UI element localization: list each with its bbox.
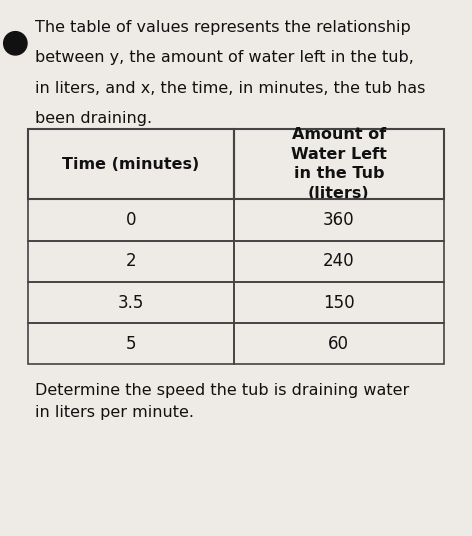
Text: 240: 240	[323, 252, 354, 270]
Text: been draining.: been draining.	[35, 111, 152, 126]
Text: Amount of
Water Left
in the Tub
(liters): Amount of Water Left in the Tub (liters)	[291, 127, 387, 201]
Text: in liters, and x, the time, in minutes, the tub has: in liters, and x, the time, in minutes, …	[35, 81, 426, 96]
Circle shape	[4, 32, 27, 55]
Text: Determine the speed the tub is draining water
in liters per minute.: Determine the speed the tub is draining …	[35, 383, 410, 420]
Text: 0: 0	[126, 211, 136, 229]
Text: Time (minutes): Time (minutes)	[62, 157, 200, 172]
Text: 3.5: 3.5	[118, 294, 144, 311]
Text: 60: 60	[329, 335, 349, 353]
Text: The table of values represents the relationship: The table of values represents the relat…	[35, 20, 411, 35]
Text: 2: 2	[126, 252, 136, 270]
Text: between y, the amount of water left in the tub,: between y, the amount of water left in t…	[35, 50, 414, 65]
Text: 360: 360	[323, 211, 354, 229]
Text: 5: 5	[126, 335, 136, 353]
Text: 150: 150	[323, 294, 354, 311]
